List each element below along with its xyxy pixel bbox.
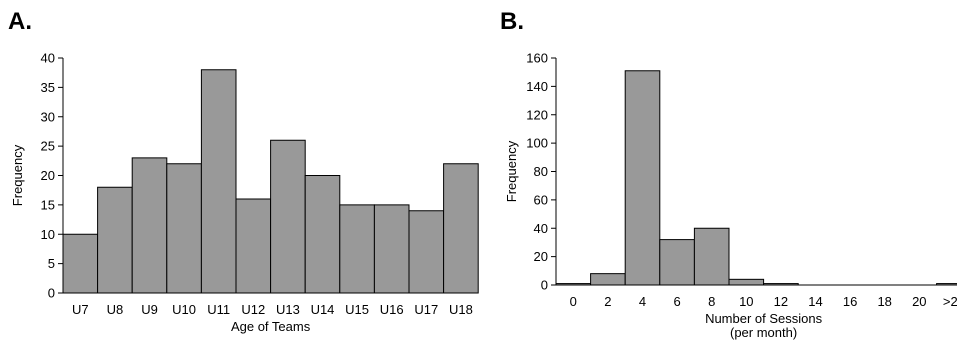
y-tick-label: 35 <box>41 80 55 95</box>
y-tick-label: 0 <box>48 286 55 301</box>
y-tick-label: 30 <box>41 109 55 124</box>
x-tick-label: U17 <box>414 302 438 317</box>
x-tick-label: >20 <box>943 294 957 309</box>
y-tick-label: 40 <box>534 221 548 236</box>
y-tick-label: 20 <box>534 249 548 264</box>
y-tick-label: 60 <box>534 192 548 207</box>
x-tick-label: 8 <box>708 294 715 309</box>
x-tick-label: 12 <box>774 294 788 309</box>
x-tick-label: U15 <box>345 302 369 317</box>
x-tick-label: 6 <box>673 294 680 309</box>
x-axis-title: Number of Sessions <box>705 311 823 326</box>
bar <box>304 175 341 294</box>
bar <box>373 204 410 294</box>
panel-a-label: A. <box>8 8 32 35</box>
bar <box>728 278 765 286</box>
y-tick-label: 25 <box>41 139 55 154</box>
bar <box>443 163 479 294</box>
x-tick-label: 20 <box>912 294 926 309</box>
y-tick-label: 15 <box>41 197 55 212</box>
y-tick-label: 10 <box>41 227 55 242</box>
x-tick-label: U9 <box>141 302 158 317</box>
bar <box>200 69 237 294</box>
y-tick-label: 0 <box>541 278 548 293</box>
bar <box>166 163 202 294</box>
x-tick-label: U11 <box>207 302 230 317</box>
x-tick-label: 16 <box>843 294 857 309</box>
x-tick-label: U8 <box>107 302 124 317</box>
bar <box>408 210 445 294</box>
panel-b-label: B. <box>500 8 524 35</box>
y-tick-label: 160 <box>526 51 548 66</box>
y-tick-label: 100 <box>526 136 548 151</box>
y-tick-label: 40 <box>41 51 55 66</box>
x-axis-title-line2: (per month) <box>730 325 797 340</box>
x-tick-label: U12 <box>241 302 265 317</box>
y-tick-label: 140 <box>526 79 548 94</box>
x-tick-label: U18 <box>449 302 473 317</box>
y-axis-title: Frequency <box>10 144 25 206</box>
y-tick-label: 80 <box>534 164 548 179</box>
x-tick-label: U7 <box>72 302 89 317</box>
y-axis-title: Frequency <box>504 140 519 202</box>
y-tick-label: 5 <box>48 256 55 271</box>
x-tick-label: 0 <box>570 294 577 309</box>
x-tick-label: 10 <box>739 294 753 309</box>
bar <box>659 239 695 286</box>
x-tick-label: U10 <box>172 302 196 317</box>
bar <box>590 273 626 286</box>
x-tick-label: U16 <box>380 302 404 317</box>
bar <box>235 198 272 294</box>
x-tick-label: U13 <box>276 302 300 317</box>
x-tick-label: 4 <box>639 294 646 309</box>
x-tick-label: U14 <box>311 302 335 317</box>
x-tick-label: 2 <box>604 294 611 309</box>
x-tick-label: 14 <box>808 294 822 309</box>
y-tick-label: 120 <box>526 107 548 122</box>
bar <box>270 139 306 294</box>
x-axis-title: Age of Teams <box>231 319 311 334</box>
y-tick-label: 20 <box>41 168 55 183</box>
bar <box>624 70 661 286</box>
bar <box>693 227 730 286</box>
x-tick-label: 18 <box>877 294 891 309</box>
